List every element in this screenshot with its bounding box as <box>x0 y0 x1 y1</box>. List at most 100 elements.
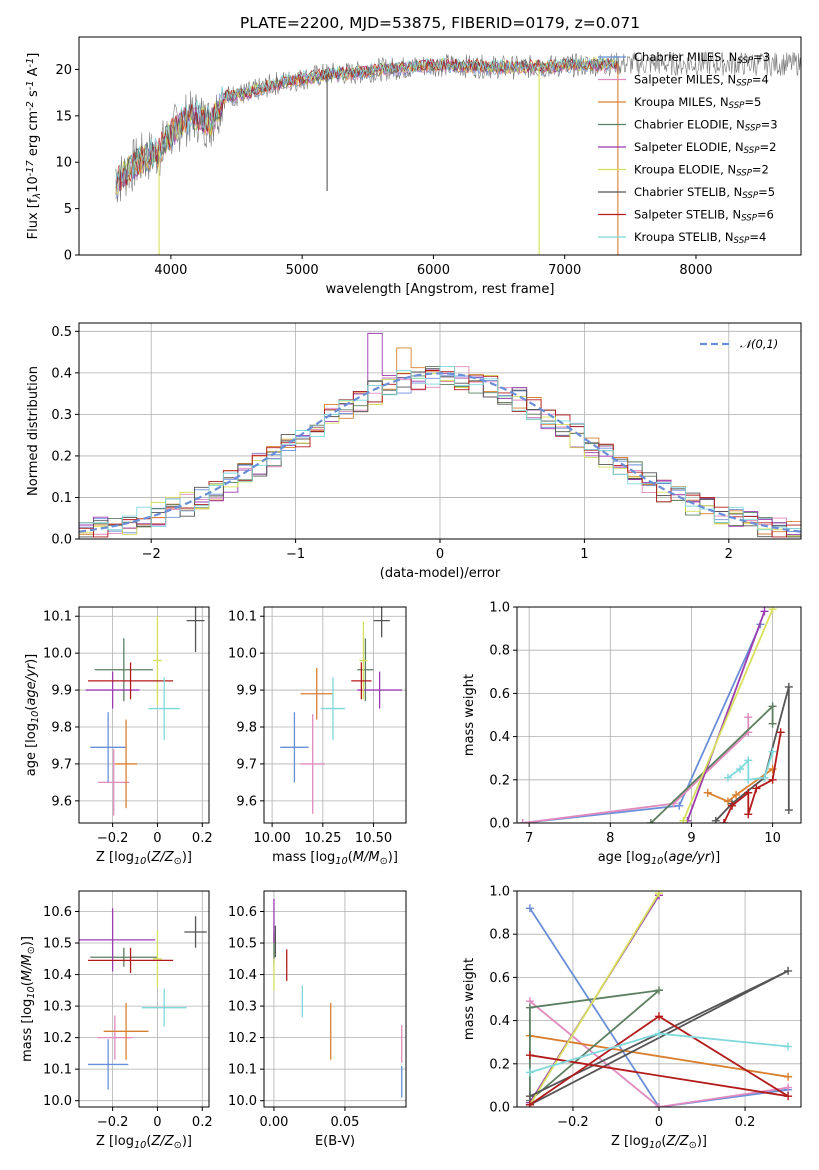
x-tick-label: 10 <box>764 831 781 846</box>
label-run: s <box>26 90 41 101</box>
weight-marker-KroupaSTELIB <box>744 756 753 765</box>
y-tick-label: 0.0 <box>489 1101 510 1116</box>
legend-label: Salpeter STELIB, NSSP=6 <box>634 208 774 224</box>
label-run: Z [log <box>611 1134 649 1149</box>
weight-line-KroupaSTELIB <box>727 751 774 781</box>
label-run: 10 <box>649 1140 661 1151</box>
label-run: Z/Z <box>665 1134 689 1149</box>
label-run: Salpeter MILES, N <box>634 73 736 87</box>
x-tick-label: 0.2 <box>735 1115 756 1130</box>
axes-frame <box>263 890 407 1108</box>
axes-frame <box>78 36 802 256</box>
figure-title: PLATE=2200, MJD=53875, FIBERID=0179, z=0… <box>240 14 640 32</box>
label-run: ( <box>24 706 39 711</box>
label-run: ] <box>26 53 41 58</box>
label-run: λ <box>32 193 43 200</box>
label-run: Kroupa STELIB, N <box>634 230 734 244</box>
label-run: )] <box>697 1134 707 1149</box>
label-run: SSP <box>734 236 751 246</box>
weight_vs_Z-panel: −0.2 0 0.2 0.0 0.2 0.4 0.6 0.8 1.0 Z [log10(Z/Z⊙)… <box>462 885 802 1151</box>
x-tick-label: 0.00 <box>259 1115 288 1130</box>
weight-marker-KroupaSTELIB <box>784 1042 793 1051</box>
x-axis-label: Z [log10(Z/Z⊙)] <box>611 1134 707 1151</box>
weight-line-KroupaELODIE <box>529 892 660 1106</box>
label-run: M/M <box>353 850 380 865</box>
x-tick-label: 0 <box>153 1115 161 1130</box>
x-axis-label: Z [log10(Z/Z⊙)] <box>96 1134 192 1151</box>
y-axis-label: mass weight <box>462 674 477 756</box>
plot-area <box>525 891 793 1107</box>
legend-label: Chabrier STELIB, NSSP=5 <box>634 185 775 201</box>
y-axis-label: Normed distribution <box>26 366 41 496</box>
y-tick-label: 10.2 <box>43 1031 72 1046</box>
weight-marker-SalpSTELIB <box>728 801 737 810</box>
label-run: )] <box>20 936 35 946</box>
y-tick-label: 0.4 <box>489 1014 510 1029</box>
label-run: Salpeter ELODIE, N <box>634 140 744 154</box>
label-run: ⊙ <box>689 1140 697 1151</box>
x-tick-label: 0 <box>436 547 444 562</box>
label-run: ( <box>663 850 668 865</box>
label-run: Chabrier STELIB, N <box>634 185 742 199</box>
label-run: Z/Z <box>150 1134 174 1149</box>
legend-label-normal: 𝒩(0,1) <box>740 337 778 351</box>
label-run: =5 <box>744 95 761 109</box>
x-axis-label: (data-model)/error <box>380 566 501 581</box>
weight-marker-ChabELODIE <box>525 1003 534 1012</box>
label-run: )] <box>182 1134 192 1149</box>
y-tick-label: 10.0 <box>228 647 257 662</box>
y-tick-label: 9.9 <box>51 684 72 699</box>
label-run: 10 <box>134 1140 146 1151</box>
weight-line-KroupaELODIE <box>682 608 774 822</box>
label-run: ( <box>20 981 35 986</box>
y-tick-label: 20 <box>55 63 72 78</box>
weight-marker-ChabELODIE <box>646 819 655 823</box>
y-tick-label: 1.0 <box>489 885 510 900</box>
weight-marker-KroupaMILES <box>703 788 712 797</box>
x-tick-label: 0 <box>655 1115 663 1130</box>
label-run: SSP <box>741 214 758 224</box>
weight-marker-ChabSTELIB <box>784 966 793 975</box>
label-run: SSP <box>736 79 753 89</box>
legend-label: Chabrier ELODIE, NSSP=3 <box>634 118 778 134</box>
weight-marker-SalpSTELIB <box>784 1092 793 1101</box>
label-run: age [log <box>24 723 39 776</box>
weight-marker-SalpMILES <box>518 819 527 823</box>
y-axis-label: mass [log10(M/M⊙)] <box>20 936 37 1062</box>
plot-area <box>518 607 793 823</box>
weight-marker-KroupaMILES <box>732 790 741 799</box>
y-tick-label: 10.1 <box>43 1063 72 1078</box>
y-tick-label: 0.6 <box>489 687 510 702</box>
y-tick-label: 9.9 <box>236 684 257 699</box>
label-run: Chabrier ELODIE, N <box>634 118 745 132</box>
spectrum-model-line-SalpMILES <box>115 60 618 195</box>
weight-line-ChabMILES <box>529 907 789 1107</box>
weight-marker-KroupaSTELIB <box>744 775 753 784</box>
x-tick-label: 0.05 <box>330 1115 359 1130</box>
label-run: mass weight <box>462 958 477 1040</box>
label-run: ⊙ <box>174 856 182 867</box>
histogram-step-KroupaSTELIB <box>79 366 801 539</box>
label-run: )] <box>182 850 192 865</box>
label-run: 10 <box>335 856 347 867</box>
label-run: -17 <box>25 160 36 177</box>
label-run: age [log <box>598 850 651 865</box>
y-tick-label: 0.0 <box>489 817 510 832</box>
y-tick-label: 0.1 <box>51 491 72 506</box>
label-run: Z/Z <box>150 850 174 865</box>
y-tick-label: 15 <box>55 109 72 124</box>
y-axis-label: mass weight <box>462 958 477 1040</box>
label-run: 𝒩(0,1) <box>740 337 778 351</box>
weight-marker-KroupaELODIE <box>679 816 688 823</box>
y-tick-label: 10 <box>55 156 72 171</box>
x-tick-label: 9 <box>687 831 695 846</box>
weight-marker-ChabELODIE <box>655 986 663 995</box>
weight-marker-ChabSTELIB <box>784 682 793 691</box>
label-run: 10 <box>30 711 41 723</box>
y-tick-label: 10.1 <box>43 610 72 625</box>
y-tick-label: 10.3 <box>43 1000 72 1015</box>
weight-marker-SalpMILES <box>744 713 753 722</box>
x-tick-label: 0.2 <box>192 1115 213 1130</box>
